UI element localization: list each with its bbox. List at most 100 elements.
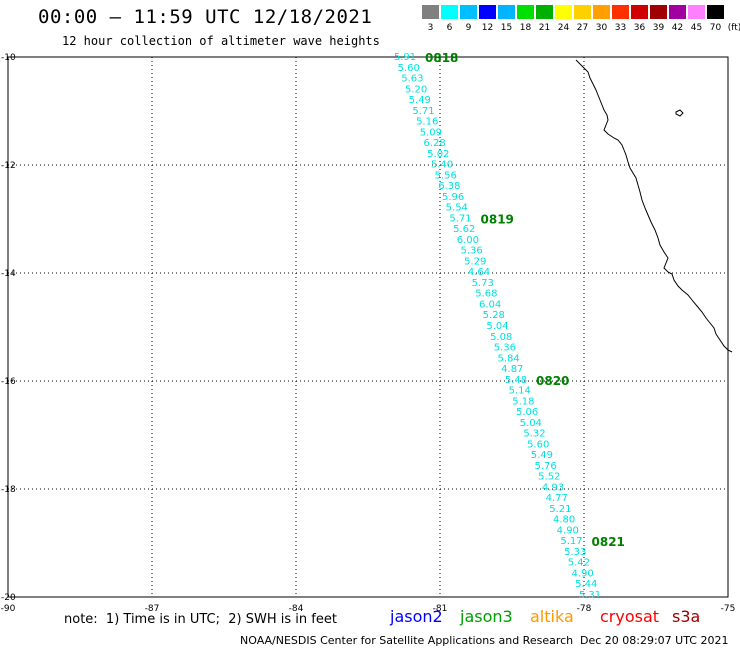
scale-swatch (498, 5, 515, 19)
scale-label: 12 (481, 23, 494, 33)
swh-value: 5.52 (538, 472, 560, 483)
lat-label: -14 (1, 269, 16, 279)
swh-value: 5.31 (579, 590, 601, 601)
scale-label: 27 (576, 23, 589, 33)
swh-value: 5.49 (531, 450, 553, 461)
swh-value: 5.49 (409, 95, 431, 106)
scale-label: 30 (595, 23, 608, 33)
swh-value: 5.21 (549, 504, 571, 515)
swh-value: 5.42 (568, 558, 590, 569)
swh-value: 6.38 (438, 181, 460, 192)
swh-value: 5.60 (527, 439, 549, 450)
scale-label: 24 (557, 23, 570, 33)
map-subtitle: 12 hour collection of altimeter wave hei… (62, 34, 380, 48)
swh-value: 5.36 (494, 343, 516, 354)
swh-value: 5.20 (405, 84, 427, 95)
scale-label: 36 (633, 23, 646, 33)
generated-timestamp: Dec 20 08:29:07 UTC 2021 (580, 634, 729, 647)
lat-label: -20 (1, 593, 16, 603)
scale-label: (ft) (727, 23, 740, 33)
scale-label: 33 (614, 23, 627, 33)
swh-value: 5.18 (512, 396, 534, 407)
scale-label: 39 (652, 23, 665, 33)
lon-label: -75 (721, 604, 736, 614)
credit-text: NOAA/NESDIS Center for Satellite Applica… (240, 634, 574, 647)
swh-value: 5.02 (427, 149, 449, 160)
scale-swatch (669, 5, 686, 19)
swh-track: 5.915.605.635.205.495.715.165.096.285.02… (394, 52, 601, 601)
scale-swatch (460, 5, 477, 19)
scale-swatch (517, 5, 534, 19)
map-frame (7, 56, 729, 598)
scale-swatch (479, 5, 496, 19)
scale-swatch (688, 5, 705, 19)
swh-value: 5.71 (412, 106, 434, 117)
time-label: 0819 (481, 212, 514, 226)
swh-value: 5.63 (401, 74, 423, 85)
swh-value: 4.87 (501, 364, 523, 375)
swh-value: 5.48 (505, 375, 527, 386)
swh-value: 6.28 (423, 138, 445, 149)
lat-label: -18 (1, 485, 16, 495)
swh-value: 5.56 (435, 170, 457, 181)
lon-label: -90 (1, 604, 16, 614)
swh-value: 5.54 (446, 203, 468, 214)
swh-value: 5.32 (523, 429, 545, 440)
lat-label: -12 (1, 161, 16, 171)
swh-value: 4.90 (557, 525, 579, 536)
swh-value: 5.84 (497, 353, 519, 364)
swh-value: 5.36 (460, 246, 482, 257)
lat-lon-grid (8, 57, 728, 597)
swh-value: 5.73 (472, 278, 494, 289)
swh-value: 5.44 (575, 579, 597, 590)
swh-value: 5.28 (483, 310, 505, 321)
satellite-jason3: jason3 (460, 607, 513, 626)
satellite-s3a: s3a (672, 607, 701, 626)
scale-label: 70 (709, 23, 722, 33)
time-label: 0818 (425, 51, 458, 65)
scale-label: 15 (500, 23, 513, 33)
satellite-jason2: jason2 (390, 607, 443, 626)
swh-value: 5.16 (416, 117, 438, 128)
swh-value: 5.06 (516, 407, 538, 418)
lon-label: -87 (145, 604, 160, 614)
swh-value: 5.62 (453, 224, 475, 235)
time-label: 0821 (592, 535, 625, 549)
scale-label: 9 (465, 23, 472, 33)
swh-value: 5.04 (486, 321, 508, 332)
scale-label: 42 (671, 23, 684, 33)
coastline (575, 59, 733, 353)
swh-value: 4.77 (546, 493, 568, 504)
swh-value: 6.04 (479, 299, 501, 310)
time-labels: 0818 0819 0820 0821 (425, 51, 625, 549)
swh-value: 5.04 (520, 418, 542, 429)
swh-value: 5.71 (449, 213, 471, 224)
scale-label: 6 (446, 23, 453, 33)
lon-label: -81 (433, 604, 448, 614)
swh-value: 5.60 (398, 63, 420, 74)
island (675, 109, 684, 117)
time-label: 0820 (536, 374, 569, 388)
map-title: 00:00 – 11:59 UTC 12/18/2021 (38, 6, 373, 28)
swh-value: 4.80 (553, 515, 575, 526)
scale-swatch (536, 5, 553, 19)
swh-value: 5.17 (560, 536, 582, 547)
swh-value: 4.93 (542, 482, 564, 493)
scale-label: 45 (690, 23, 703, 33)
lat-label: -10 (1, 53, 16, 63)
footer-note: note: 1) Time is in UTC; 2) SWH is in fe… (64, 612, 337, 627)
satellite-altika: altika (530, 607, 574, 626)
scale-swatch (631, 5, 648, 19)
lon-label: -78 (577, 604, 592, 614)
scale-label: 3 (427, 23, 434, 33)
scale-swatch (422, 5, 439, 19)
swh-value: 5.33 (564, 547, 586, 558)
swh-value: 5.91 (394, 52, 416, 63)
swh-value: 5.09 (420, 127, 442, 138)
swh-value: 6.00 (457, 235, 479, 246)
scale-swatch (555, 5, 572, 19)
scale-swatch (707, 5, 724, 19)
satellite-cryosat: cryosat (600, 607, 660, 626)
swh-value: 5.40 (431, 160, 453, 171)
